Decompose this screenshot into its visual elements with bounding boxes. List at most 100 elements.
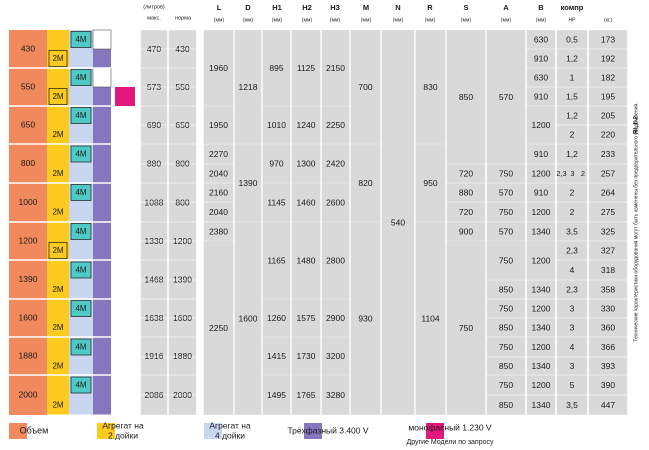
- tag-4m: 4M: [75, 73, 86, 82]
- header-col-5: M: [363, 3, 369, 12]
- header-norm: норма: [175, 15, 192, 21]
- l-value: 2270: [209, 149, 228, 159]
- d-value: 1218: [239, 82, 258, 92]
- merged-cell: [446, 241, 486, 415]
- hp-value: 3,5: [566, 226, 578, 236]
- merged-cell: [262, 144, 291, 183]
- a-value-cell: [486, 375, 526, 395]
- tag-2m: 2M: [52, 169, 63, 178]
- vol-max-value-cell: [140, 337, 168, 375]
- hp-value: 3: [570, 169, 574, 178]
- header-unit-0: (мм): [214, 17, 225, 23]
- h3-value: 3280: [326, 390, 345, 400]
- a-value: 750: [499, 168, 513, 178]
- a-value-cell: [486, 395, 526, 415]
- tag-4m: 4M: [75, 381, 86, 390]
- b-value: 1200: [532, 303, 551, 313]
- mono-phase-marker: [115, 87, 135, 106]
- vol-norm-value-cell: [168, 260, 197, 299]
- tag-4m-box: [70, 338, 92, 356]
- merged-cell: [321, 222, 350, 299]
- volume-label: 1000: [19, 197, 38, 207]
- legend-unit4-label2: 4 дойки: [215, 430, 245, 440]
- b-value-cell: [526, 144, 556, 164]
- h3-value: 2600: [326, 197, 345, 207]
- kg-value: 366: [601, 342, 615, 352]
- hp-value-cell: [556, 125, 588, 144]
- hp-value: 1,5: [566, 91, 578, 101]
- b-value-cell: [526, 375, 556, 395]
- kg-value: 173: [601, 34, 615, 44]
- hp-value: 4: [570, 342, 575, 352]
- a-value-cell: [486, 357, 526, 375]
- s-value: 850: [459, 92, 473, 102]
- kg-value: 220: [601, 129, 615, 139]
- legend-unit2-swatch: [97, 423, 115, 439]
- merged-cell: [262, 375, 291, 415]
- vol-max-value-cell: [140, 183, 168, 222]
- b-value: 630: [534, 72, 548, 82]
- hp-value: 4: [570, 265, 575, 275]
- header-unit-4: (мм): [330, 17, 341, 23]
- vol-norm-value: 1880: [173, 351, 192, 361]
- hp-value: 3: [570, 361, 575, 371]
- hp-value: 1,2: [566, 149, 578, 159]
- volume-label: 1390: [19, 274, 38, 284]
- vol-norm-value-cell: [168, 144, 197, 183]
- merged-cell: [415, 30, 446, 144]
- l-value-cell: [203, 222, 234, 241]
- tag-4m-box: [70, 107, 92, 124]
- l-value: 2160: [209, 187, 228, 197]
- kg-value-cell: [588, 144, 628, 164]
- legend-mono-phase-label: монофасный 1.230 V: [408, 422, 492, 432]
- hp-value: 1,2: [566, 110, 578, 120]
- vol-max-value: 1916: [145, 351, 164, 361]
- kg-value-cell: [588, 357, 628, 375]
- legend-unit4-label: Агрегат на: [209, 420, 251, 430]
- l-value-cell: [203, 144, 234, 164]
- a-value: 750: [499, 342, 513, 352]
- merged-cell: [203, 106, 234, 144]
- merged-cell: [486, 241, 526, 280]
- tag-4m: 4M: [75, 150, 86, 159]
- b-value-cell: [526, 49, 556, 68]
- merged-cell: [291, 299, 321, 337]
- hp-value: 2: [570, 187, 575, 197]
- volume-label: 2000: [19, 389, 38, 399]
- h2-value: 1765: [297, 390, 316, 400]
- tag-2m: 2M: [52, 92, 63, 101]
- blank-slot: [92, 67, 112, 88]
- vol-max-value-cell: [140, 144, 168, 183]
- b-value: 1200: [532, 342, 551, 352]
- kg-value: 330: [601, 303, 615, 313]
- l-value: 2250: [209, 323, 228, 333]
- merged-cell: [262, 183, 291, 222]
- header-col-8: S: [463, 3, 468, 12]
- h2-value: 1125: [297, 63, 316, 73]
- merged-cell: [234, 30, 262, 144]
- kg-value: 275: [601, 207, 615, 217]
- d-value: 1390: [239, 178, 258, 188]
- a-value: 750: [499, 380, 513, 390]
- vol-norm-value-cell: [168, 183, 197, 222]
- tag-2m: 2M: [52, 130, 63, 139]
- h2-value: 1575: [297, 313, 316, 323]
- tag-2m: 2M: [52, 54, 63, 63]
- s-value-cell: [446, 202, 486, 222]
- h1-value: 1145: [267, 197, 286, 207]
- h1-value: 970: [269, 158, 283, 168]
- kg-value-cell: [588, 375, 628, 395]
- header-col-1: D: [245, 3, 251, 12]
- header-col-7: R: [427, 3, 433, 12]
- vol-norm-value: 800: [175, 158, 189, 168]
- b-value-cell: [526, 337, 556, 357]
- side-note: Технические характеристики оборудования …: [633, 102, 639, 341]
- tag-4m-box: [70, 184, 92, 201]
- vol-norm-value-cell: [168, 337, 197, 375]
- r-value: 1104: [421, 313, 440, 323]
- a-value-cell: [486, 280, 526, 299]
- b-value: 1340: [532, 400, 551, 410]
- b-value-cell: [526, 395, 556, 415]
- merged-cell: [350, 30, 381, 144]
- h1-value: 1260: [267, 313, 286, 323]
